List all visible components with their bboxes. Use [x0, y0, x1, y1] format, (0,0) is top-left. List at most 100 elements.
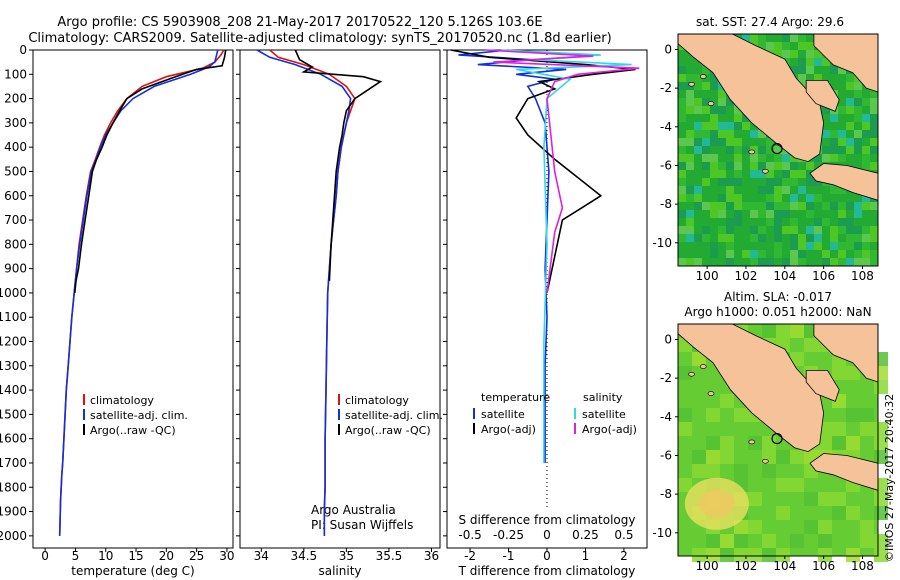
map-grid-cell [838, 258, 846, 266]
map-grid-cell [798, 170, 806, 178]
map-grid-cell [854, 202, 862, 210]
map-grid-cell [806, 66, 814, 74]
map-grid-cell [686, 226, 694, 234]
map-grid-cell [748, 436, 762, 450]
map-grid-cell [742, 34, 750, 42]
map-grid-cell [710, 170, 718, 178]
map-grid-cell [862, 154, 870, 162]
map-grid-cell [774, 226, 782, 234]
depth-tick-label: 900 [4, 262, 27, 276]
map-grid-cell [818, 436, 832, 450]
land-island [688, 81, 695, 87]
map-grid-cell [790, 194, 798, 202]
map-grid-cell [798, 66, 806, 74]
map-grid-cell [758, 258, 766, 266]
depth-tick-label: 500 [4, 164, 27, 178]
map-grid-cell [854, 106, 862, 114]
map-grid-cell [838, 186, 846, 194]
sla-map: Altim. SLA: -0.017 Argo h1000: 0.051 h20… [652, 290, 888, 573]
map-grid-cell [774, 154, 782, 162]
map-grid-cell [860, 520, 874, 534]
map-grid-cell [706, 464, 720, 478]
map-grid-cell [718, 122, 726, 130]
map-grid-cell [678, 74, 686, 82]
map-grid-cell [702, 202, 710, 210]
difference-line-s-argo [485, 49, 640, 294]
map-grid-cell [678, 186, 686, 194]
map-grid-cell [870, 146, 878, 154]
map-grid-cell [686, 218, 694, 226]
map-grid-cell [758, 162, 766, 170]
map-grid-cell [702, 122, 710, 130]
map-grid-cell [702, 154, 710, 162]
map-grid-cell [814, 226, 822, 234]
map-grid-cell [862, 114, 870, 122]
sst-map: sat. SST: 27.4 Argo: 29.6 100 102 104 106 10… [652, 15, 879, 283]
map-grid-cell [694, 186, 702, 194]
map-grid-cell [720, 534, 734, 548]
map-grid-cell [726, 162, 734, 170]
map-grid-cell [750, 258, 758, 266]
map-grid-cell [702, 234, 710, 242]
map-grid-cell [750, 162, 758, 170]
sst-map-title: sat. SST: 27.4 Argo: 29.6 [696, 15, 844, 29]
map-grid-cell [692, 352, 706, 366]
imos-credit: ©IMOS 27-May-2017 20:40:32 [883, 394, 896, 562]
map-grid-cell [726, 130, 734, 138]
map-grid-cell [750, 210, 758, 218]
map-grid-cell [686, 162, 694, 170]
argo-position-marker [771, 432, 783, 445]
map-grid-cell [854, 138, 862, 146]
depth-tick-label: 800 [4, 237, 27, 251]
map-grid-cell [846, 234, 854, 242]
map-grid-cell [830, 154, 838, 162]
map-grid-cell [814, 74, 822, 82]
land-island [699, 364, 707, 369]
map-grid-cell [854, 234, 862, 242]
map-grid-cell [846, 146, 854, 154]
map-grid-cell [678, 478, 692, 492]
map-grid-cell [766, 170, 774, 178]
map-grid-cell [718, 90, 726, 98]
map-grid-cell [702, 146, 710, 154]
map-grid-cell [718, 178, 726, 186]
map-grid-cell [782, 178, 790, 186]
map-y-tick-label: -6 [660, 158, 672, 172]
map-grid-cell [694, 258, 702, 266]
map-grid-cell [720, 548, 734, 562]
map-grid-cell [718, 98, 726, 106]
map-x-tick-label: 102 [735, 269, 758, 283]
land-island [762, 458, 769, 464]
temperature-x-tick-label: 10 [98, 549, 113, 563]
map-grid-cell [806, 162, 814, 170]
map-grid-cell [774, 250, 782, 258]
map-grid-cell [710, 114, 718, 122]
map-grid-cell [678, 82, 686, 90]
map-grid-cell [774, 242, 782, 250]
map-grid-cell [718, 106, 726, 114]
map-grid-cell [870, 162, 878, 170]
map-grid-cell [832, 436, 846, 450]
map-grid-cell [750, 234, 758, 242]
map-grid-cell [830, 138, 838, 146]
depth-tick-label: 1300 [0, 359, 27, 373]
land-sumatra [677, 323, 825, 453]
temperature-line-satellite [58, 49, 219, 536]
map-grid-cell [686, 74, 694, 82]
map-grid-cell [790, 242, 798, 250]
map-grid-cell [766, 42, 774, 50]
map-x-tick-label: 108 [851, 559, 874, 573]
salinity-x-tick-label: 35.5 [376, 549, 403, 563]
map-grid-cell [822, 146, 830, 154]
map-grid-cell [710, 202, 718, 210]
map-grid-cell [874, 380, 888, 394]
map-grid-cell [710, 122, 718, 130]
map-grid-cell [694, 138, 702, 146]
map-grid-cell [702, 98, 710, 106]
land-island [707, 391, 715, 396]
map-grid-cell [758, 250, 766, 258]
temperature-xlabel: temperature (deg C) [71, 564, 194, 578]
map-grid-cell [854, 114, 862, 122]
map-grid-cell [782, 186, 790, 194]
map-grid-cell [758, 130, 766, 138]
